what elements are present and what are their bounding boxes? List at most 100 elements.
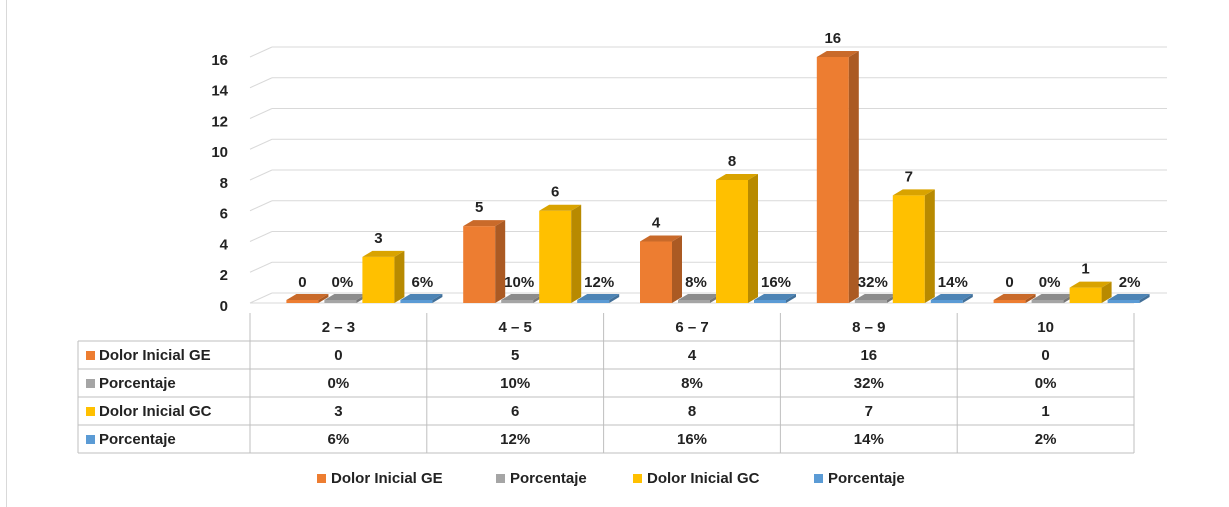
- bar-side-0-3: [848, 51, 859, 303]
- bar-0-4: [993, 300, 1026, 303]
- x-category-label: 8 – 9: [852, 319, 885, 336]
- data-label: 0: [298, 274, 306, 291]
- table-cell: 12%: [500, 431, 530, 448]
- bar-top-1-3: [854, 294, 897, 300]
- table-cell: 10%: [500, 375, 530, 392]
- data-label: 12%: [584, 274, 614, 291]
- chart-frame: [6, 0, 1224, 507]
- table-cell: 6%: [328, 431, 350, 448]
- bar-3-2: [754, 300, 786, 303]
- legend-key: [496, 474, 505, 483]
- bar-top-3-0: [400, 294, 443, 300]
- bar-2-2: [716, 180, 748, 303]
- data-label: 14%: [938, 274, 968, 291]
- table-row-label: Porcentaje: [99, 375, 176, 392]
- bar-2-0: [362, 256, 395, 303]
- data-label: 4: [652, 214, 661, 231]
- table-cell: 16: [860, 347, 877, 364]
- table-cell: 14%: [854, 431, 884, 448]
- data-label: 32%: [858, 274, 888, 291]
- table-cell: 0: [334, 347, 342, 364]
- bar-2-3: [892, 195, 925, 303]
- gridline-side: [249, 231, 273, 242]
- data-label: 1: [1081, 261, 1089, 278]
- y-tick-label: 10: [211, 144, 228, 161]
- x-category-label: 6 – 7: [675, 319, 708, 336]
- bar-top-0-0: [286, 294, 329, 300]
- bar-top-0-3: [816, 51, 859, 57]
- y-tick-label: 8: [220, 175, 228, 192]
- bar-top-3-4: [1107, 294, 1150, 300]
- legend-label: Porcentaje: [828, 470, 905, 487]
- table-cell: 2%: [1035, 431, 1057, 448]
- table-row-label: Dolor Inicial GE: [99, 347, 211, 364]
- data-label: 8%: [685, 274, 707, 291]
- table-legend-key: [86, 379, 95, 388]
- table-cell: 4: [688, 347, 697, 364]
- table-cell: 8%: [681, 375, 703, 392]
- table-cell: 7: [865, 403, 873, 420]
- bar-0-0: [286, 300, 319, 303]
- bar-top-3-1: [577, 294, 620, 300]
- bar-side-3-0: [432, 294, 443, 303]
- bar-side-2-4: [1101, 281, 1112, 303]
- bar-side-3-1: [609, 294, 620, 303]
- x-category-label: 10: [1037, 319, 1054, 336]
- y-tick-label: 14: [211, 83, 228, 100]
- bar-side-3-2: [786, 294, 796, 303]
- table-legend-key: [86, 435, 95, 444]
- data-label: 10%: [504, 274, 534, 291]
- bar-side-3-3: [962, 294, 973, 303]
- table-cell: 16%: [677, 431, 707, 448]
- bar-side-2-0: [394, 250, 405, 303]
- bar-top-2-3: [892, 189, 935, 196]
- bar-top-0-2: [640, 235, 682, 242]
- gridline-side: [249, 77, 273, 89]
- y-tick-label: 16: [211, 52, 228, 69]
- table-legend-key: [86, 351, 95, 360]
- gridline-side: [249, 261, 273, 273]
- gridline-side: [249, 108, 273, 119]
- bar-3-0: [400, 300, 433, 303]
- bar-top-1-2: [678, 294, 720, 300]
- bar-side-2-2: [748, 174, 758, 303]
- bar-1-2: [678, 300, 710, 303]
- bar-0-3: [816, 57, 849, 303]
- bar-side-3-4: [1139, 294, 1150, 303]
- legend-key: [633, 474, 642, 483]
- gridline-side: [249, 138, 273, 150]
- bar-1-0: [324, 300, 357, 303]
- data-label: 7: [905, 168, 913, 185]
- bar-2-4: [1069, 287, 1102, 303]
- bar-side-0-0: [318, 294, 329, 303]
- bar-side-0-1: [495, 220, 506, 303]
- data-label: 0: [1005, 274, 1013, 291]
- table-cell: 0: [1041, 347, 1049, 364]
- gridline-side: [249, 46, 273, 58]
- bar-2-1: [539, 210, 572, 303]
- gridline-side: [249, 292, 273, 304]
- x-category-label: 2 – 3: [322, 319, 355, 336]
- data-label: 6%: [412, 274, 434, 291]
- legend-label: Porcentaje: [510, 470, 587, 487]
- bar-top-3-2: [754, 294, 796, 300]
- bar-1-3: [854, 300, 887, 303]
- table-cell: 32%: [854, 375, 884, 392]
- bar-top-0-4: [993, 294, 1036, 300]
- data-label: 5: [475, 199, 483, 216]
- table-cell: 6: [511, 403, 519, 420]
- bar-top-0-1: [463, 220, 506, 227]
- data-label: 16%: [761, 274, 791, 291]
- legend-key: [814, 474, 823, 483]
- bar-top-1-0: [324, 294, 367, 300]
- y-tick-label: 4: [220, 236, 229, 253]
- data-label: 3: [374, 230, 382, 247]
- table-row-label: Porcentaje: [99, 431, 176, 448]
- bar-1-4: [1031, 300, 1064, 303]
- data-label: 2%: [1119, 274, 1141, 291]
- bar-top-2-4: [1069, 281, 1112, 288]
- y-tick-label: 0: [220, 298, 228, 315]
- gridline-side: [249, 200, 273, 212]
- legend-key: [317, 474, 326, 483]
